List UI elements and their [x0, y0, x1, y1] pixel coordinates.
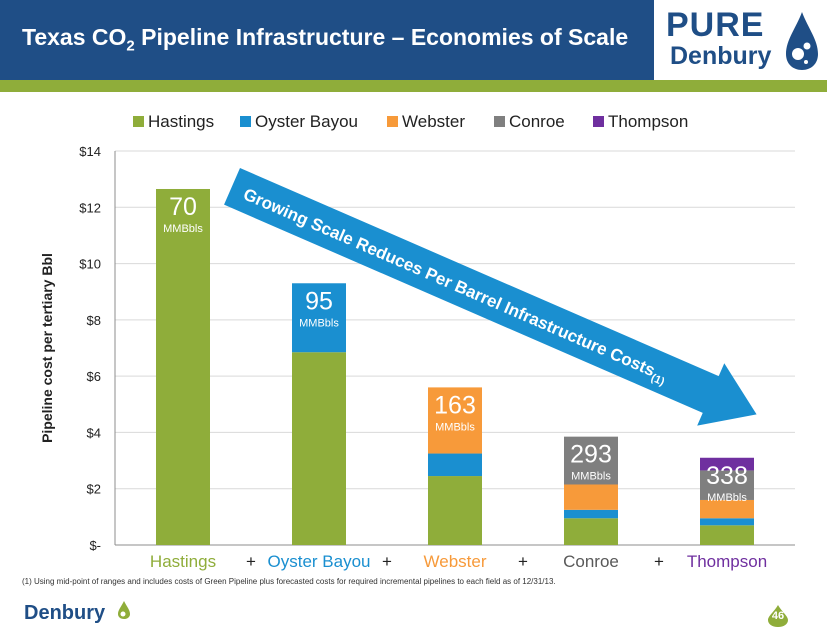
pure-denbury-logo: PURE Denbury [654, 0, 827, 80]
bar-segment [564, 509, 618, 519]
page-number: 46 [771, 610, 785, 622]
legend-swatch [593, 116, 604, 127]
legend-label: Webster [402, 112, 465, 131]
x-separator-plus: + [518, 552, 528, 571]
header-stripe [0, 80, 827, 92]
bar-segment [428, 476, 482, 545]
logo-pure-text: PURE [666, 6, 765, 44]
legend-label: Oyster Bayou [255, 112, 358, 131]
y-tick-label: $4 [87, 425, 101, 440]
x-category-label: Hastings [150, 552, 216, 571]
page-number-badge [768, 605, 788, 627]
bar-segment [564, 518, 618, 545]
x-category-label: Thompson [687, 552, 767, 571]
bar-volume-label: 95 [305, 287, 333, 315]
title-main: Texas CO [22, 24, 127, 50]
bar-segment [700, 470, 754, 500]
footer-denbury-logo: Denbury [24, 602, 106, 624]
bar-segment [700, 457, 754, 471]
slide-title: Texas CO2 Pipeline Infrastructure – Econ… [22, 24, 628, 55]
bar-volume-label: 338 [706, 462, 748, 490]
bar-segment [564, 436, 618, 485]
trend-arrow-footnote-marker: (1) [649, 372, 666, 388]
y-axis-label: Pipeline cost per tertiary Bbl [39, 253, 55, 443]
legend-label: Conroe [509, 112, 565, 131]
y-tick-label: $6 [87, 369, 101, 384]
y-tick-label: $- [89, 538, 101, 553]
bar-volume-unit: MMBbls [435, 421, 475, 433]
legend-swatch [240, 116, 251, 127]
bar-segment [156, 188, 210, 545]
footer-drop-icon [118, 601, 130, 619]
x-category-label: Conroe [563, 552, 619, 571]
footnote: (1) Using mid-point of ranges and includ… [22, 577, 556, 586]
bar-volume-unit: MMBbls [163, 223, 203, 235]
bar-volume-unit: MMBbls [299, 317, 339, 329]
y-tick-label: $10 [79, 257, 101, 272]
legend-swatch [387, 116, 398, 127]
bar-segment [700, 525, 754, 545]
bar-segment [700, 518, 754, 526]
bar-volume-unit: MMBbls [571, 471, 611, 483]
trend-arrow-shape [224, 168, 757, 426]
bar-segment [292, 352, 346, 545]
bar-segment [292, 283, 346, 353]
legend-swatch [133, 116, 144, 127]
title-rest: Pipeline Infrastructure – Economies of S… [134, 24, 629, 50]
y-tick-label: $12 [79, 200, 101, 215]
x-separator-plus: + [246, 552, 256, 571]
x-separator-plus: + [654, 552, 664, 571]
logo-denbury-text: Denbury [670, 42, 772, 70]
y-tick-label: $2 [87, 482, 101, 497]
bar-volume-unit: MMBbls [707, 492, 747, 504]
bar-volume-label: 163 [434, 391, 476, 419]
bar-segment [564, 484, 618, 510]
legend-label: Thompson [608, 112, 688, 131]
water-drop-icon [786, 12, 818, 70]
x-category-label: Oyster Bayou [268, 552, 371, 571]
title-subscript: 2 [126, 37, 135, 55]
legend-swatch [494, 116, 505, 127]
bar-segment [428, 387, 482, 454]
bar-volume-label: 70 [169, 193, 197, 221]
x-separator-plus: + [382, 552, 392, 571]
y-tick-label: $8 [87, 313, 101, 328]
bar-segment [428, 453, 482, 477]
stacked-bar-chart: $- $2 $4 $6 $8 $10 $12 $14 Pipeline cost per ter… [39, 112, 795, 571]
bar-volume-label: 293 [570, 441, 612, 469]
bar-segment [700, 499, 754, 519]
y-tick-label: $14 [79, 144, 101, 159]
x-category-label: Webster [424, 552, 487, 571]
legend-label: Hastings [148, 112, 214, 131]
